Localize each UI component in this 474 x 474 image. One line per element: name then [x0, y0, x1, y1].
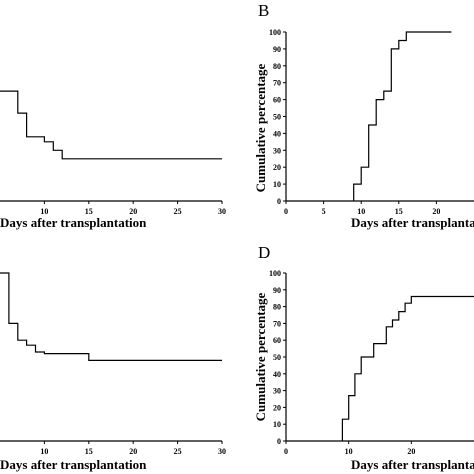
panel-d-y-tick-label: 20: [273, 403, 281, 412]
panel-a-x-tick-label: 10: [40, 207, 48, 216]
panel-b-y-tick-label: 10: [273, 180, 281, 189]
panel-a-x-tick-label: 25: [174, 207, 182, 216]
panel-d-x-tick-label: 20: [407, 447, 415, 456]
panel-d-y-tick-label: 10: [273, 420, 281, 429]
panel-d-y-axis-label: Cumulative percentage: [253, 292, 268, 421]
panel-a-x-axis-label: Days after transplantation: [0, 215, 147, 230]
panel-b-y-tick-label: 100: [269, 28, 281, 37]
panel-b-step-curve: [353, 31, 452, 201]
panel-d-y-ticks: 0 10 20 30 40 50 60 70 80 90 100: [269, 269, 286, 446]
panel-c-x-tick-label: 25: [174, 447, 182, 456]
panel-c-x-tick-label: 10: [40, 447, 48, 456]
panel-b-y-ticks: 0 10 20 30 40 50 60 70 80 90 100: [269, 28, 286, 206]
panel-b-y-tick-label: 0: [277, 197, 281, 206]
panel-b-x-axis-label: Days after transplantation: [351, 215, 474, 230]
panel-a-x-tick-label: 30: [218, 207, 226, 216]
panel-a-x-tick-label: 15: [85, 207, 93, 216]
panel-d-y-tick-label: 100: [269, 269, 281, 278]
panel-c-x-tick-label: 30: [218, 447, 226, 456]
panel-b-x-tick-label: 10: [357, 207, 365, 216]
panel-c-x-tick-label: 15: [85, 447, 93, 456]
panel-b-y-tick-label: 40: [273, 129, 281, 138]
panel-d-y-tick-label: 60: [273, 336, 281, 345]
panel-b-y-tick-label: 70: [273, 79, 281, 88]
panel-b-x-tick-label: 5: [322, 207, 326, 216]
panel-d-y-tick-label: 30: [273, 387, 281, 396]
panel-a-x-tick-label: 20: [129, 207, 137, 216]
panel-d-y-tick-label: 40: [273, 370, 281, 379]
panel-d: D 0 10 20 30 40 50 60 70 80 90 100 0 10 20 Days afte…: [253, 243, 474, 472]
panel-d-y-tick-label: 50: [273, 353, 281, 362]
panel-b-x-tick-label: 15: [395, 207, 403, 216]
panel-d-x-ticks: 0 10 20: [284, 441, 415, 456]
panel-d-letter: D: [258, 243, 270, 262]
panel-c-x-axis-label: Days after transplantation: [0, 457, 147, 472]
panel-b-x-tick-label: 20: [432, 207, 440, 216]
panel-a-x-ticks: 10 15 20 25 30: [40, 201, 226, 216]
panel-b-x-ticks: 0 5 10 15 20: [284, 201, 440, 216]
panel-b-y-tick-label: 30: [273, 146, 281, 155]
panel-b-y-tick-label: 60: [273, 96, 281, 105]
panel-a: 10 15 20 25 30 Days after transplantation: [0, 90, 226, 230]
panel-b-letter: B: [258, 1, 269, 20]
panel-d-y-tick-label: 80: [273, 303, 281, 312]
panel-c-x-ticks: 10 15 20 25 30: [40, 441, 226, 456]
panel-c-step-curve: [0, 272, 222, 361]
panel-a-step-curve: [0, 90, 222, 160]
panel-d-x-axis-label: Days after transplantation: [351, 457, 474, 472]
panel-b: B 0 10 20 30 40 50 60 70 80 90 100 0 5 10 15 20 Days a…: [253, 1, 474, 230]
panel-d-y-tick-label: 90: [273, 286, 281, 295]
panel-d-y-tick-label: 70: [273, 319, 281, 328]
panel-b-y-tick-label: 20: [273, 163, 281, 172]
panel-d-y-tick-label: 0: [277, 437, 281, 446]
panel-c-x-tick-label: 20: [129, 447, 137, 456]
panel-b-y-tick-label: 80: [273, 62, 281, 71]
panel-b-x-tick-label: 0: [284, 207, 288, 216]
panel-d-x-tick-label: 0: [284, 447, 288, 456]
panel-c: 10 15 20 25 30 Days after transplantation: [0, 272, 226, 472]
panel-d-x-tick-label: 10: [345, 447, 353, 456]
panel-b-y-tick-label: 90: [273, 45, 281, 54]
panel-b-y-tick-label: 50: [273, 113, 281, 122]
panel-b-y-axis-label: Cumulative percentage: [253, 63, 268, 192]
panel-d-step-curve: [341, 295, 474, 441]
